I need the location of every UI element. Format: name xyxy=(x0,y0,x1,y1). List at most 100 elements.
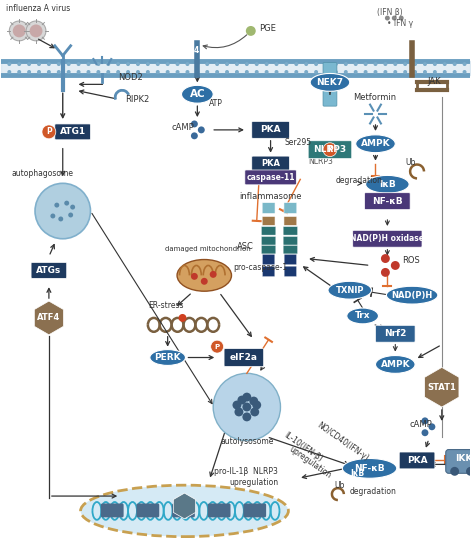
Circle shape xyxy=(428,423,435,430)
Text: NLRP3: NLRP3 xyxy=(308,157,333,166)
Text: Ub: Ub xyxy=(405,158,416,166)
Circle shape xyxy=(232,401,241,409)
Circle shape xyxy=(86,62,91,66)
Circle shape xyxy=(245,62,249,66)
Circle shape xyxy=(354,62,358,66)
Circle shape xyxy=(68,213,73,218)
Circle shape xyxy=(215,62,219,66)
FancyBboxPatch shape xyxy=(31,262,67,278)
Text: ATGs: ATGs xyxy=(36,266,62,275)
Ellipse shape xyxy=(365,176,409,193)
Circle shape xyxy=(156,70,160,74)
Circle shape xyxy=(399,16,404,21)
Circle shape xyxy=(191,273,198,280)
FancyBboxPatch shape xyxy=(284,202,297,213)
Circle shape xyxy=(246,26,256,36)
FancyBboxPatch shape xyxy=(284,217,297,225)
FancyBboxPatch shape xyxy=(261,245,276,254)
Text: degradation: degradation xyxy=(336,177,383,185)
Circle shape xyxy=(225,62,229,66)
Text: ER-stress: ER-stress xyxy=(148,301,183,310)
Text: cAMP: cAMP xyxy=(409,420,432,429)
Text: cAMP: cAMP xyxy=(172,123,194,132)
Circle shape xyxy=(294,62,298,66)
Ellipse shape xyxy=(342,458,397,478)
Circle shape xyxy=(255,70,259,74)
Circle shape xyxy=(381,254,390,263)
Text: damaged mitochondrion: damaged mitochondrion xyxy=(164,246,250,252)
Circle shape xyxy=(50,213,55,219)
Text: Metformin: Metformin xyxy=(353,93,396,102)
Circle shape xyxy=(466,467,474,476)
Circle shape xyxy=(423,70,427,74)
Text: PKA: PKA xyxy=(407,456,428,465)
Circle shape xyxy=(413,62,417,66)
FancyBboxPatch shape xyxy=(261,227,276,235)
Circle shape xyxy=(205,62,209,66)
Circle shape xyxy=(17,62,21,66)
FancyBboxPatch shape xyxy=(308,141,352,159)
FancyBboxPatch shape xyxy=(137,503,159,517)
Circle shape xyxy=(77,70,81,74)
Text: autophagosome: autophagosome xyxy=(11,170,73,178)
Ellipse shape xyxy=(347,308,378,324)
FancyBboxPatch shape xyxy=(284,266,297,276)
Circle shape xyxy=(26,21,46,41)
Text: IκB: IκB xyxy=(379,180,396,189)
FancyBboxPatch shape xyxy=(208,503,230,517)
Circle shape xyxy=(166,70,170,74)
Polygon shape xyxy=(34,301,64,335)
Circle shape xyxy=(334,62,338,66)
Circle shape xyxy=(374,62,377,66)
Circle shape xyxy=(255,62,259,66)
Circle shape xyxy=(323,143,337,157)
FancyBboxPatch shape xyxy=(399,452,435,469)
FancyBboxPatch shape xyxy=(283,227,298,235)
Circle shape xyxy=(146,70,150,74)
Text: IL-10(IFN-β): IL-10(IFN-β) xyxy=(283,431,324,464)
Ellipse shape xyxy=(177,260,231,291)
Circle shape xyxy=(47,62,51,66)
Circle shape xyxy=(383,70,387,74)
Circle shape xyxy=(314,62,318,66)
Text: P: P xyxy=(46,127,52,137)
Circle shape xyxy=(205,70,209,74)
Circle shape xyxy=(37,70,41,74)
Text: TXNIP: TXNIP xyxy=(336,286,364,295)
Circle shape xyxy=(237,396,246,404)
Text: eIF2a: eIF2a xyxy=(230,353,258,362)
FancyBboxPatch shape xyxy=(263,254,275,265)
Circle shape xyxy=(284,70,288,74)
Circle shape xyxy=(242,393,251,402)
Ellipse shape xyxy=(356,135,395,153)
Circle shape xyxy=(126,62,130,66)
Circle shape xyxy=(453,70,456,74)
Text: NAD(P)H oxidase: NAD(P)H oxidase xyxy=(350,234,424,243)
Circle shape xyxy=(77,62,81,66)
Circle shape xyxy=(391,261,400,270)
Circle shape xyxy=(385,16,390,21)
Text: Ub: Ub xyxy=(334,481,344,490)
FancyBboxPatch shape xyxy=(283,237,298,245)
Text: P: P xyxy=(215,343,220,349)
FancyBboxPatch shape xyxy=(55,124,91,140)
FancyBboxPatch shape xyxy=(262,202,275,213)
Circle shape xyxy=(334,70,338,74)
Circle shape xyxy=(126,70,130,74)
Circle shape xyxy=(185,70,190,74)
Ellipse shape xyxy=(328,281,372,299)
Circle shape xyxy=(179,314,186,322)
FancyBboxPatch shape xyxy=(365,193,410,210)
Circle shape xyxy=(242,413,251,421)
Circle shape xyxy=(106,62,110,66)
Circle shape xyxy=(175,62,180,66)
Circle shape xyxy=(146,62,150,66)
Ellipse shape xyxy=(182,85,213,103)
Circle shape xyxy=(413,70,417,74)
Text: NLRP3: NLRP3 xyxy=(313,145,346,154)
Circle shape xyxy=(294,70,298,74)
Circle shape xyxy=(42,125,56,139)
Circle shape xyxy=(383,62,387,66)
Text: STAT1: STAT1 xyxy=(428,383,456,391)
Text: PGE: PGE xyxy=(259,24,275,33)
